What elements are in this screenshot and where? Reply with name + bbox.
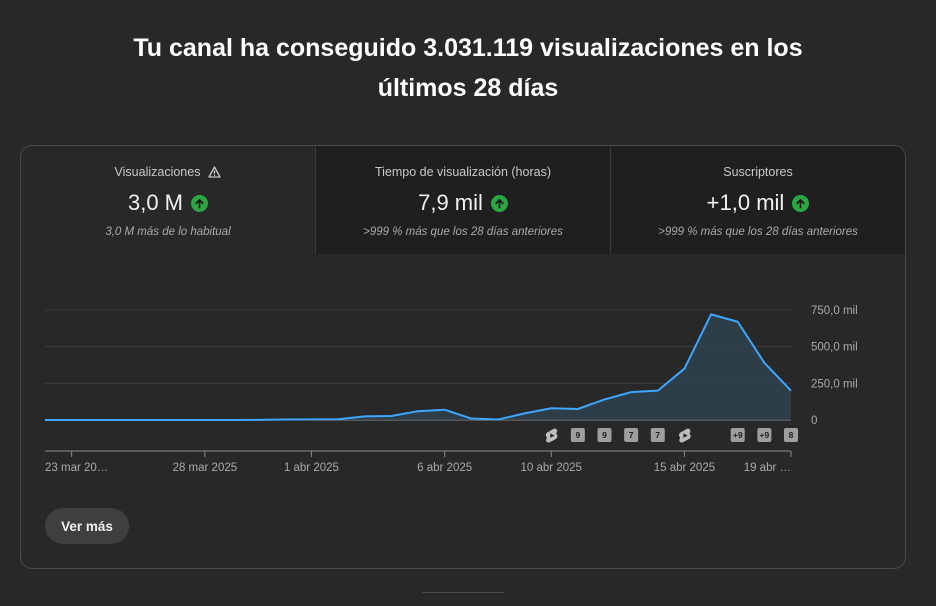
video-count-marker[interactable] — [570, 428, 585, 442]
video-count-marker[interactable] — [730, 428, 745, 442]
video-count-marker[interactable] — [784, 428, 798, 442]
metric-value-views: 3,0 M — [127, 190, 184, 215]
metric-sub-views: 3,0 M más de lo habitual — [105, 226, 231, 238]
warning-icon[interactable] — [208, 166, 222, 178]
divider — [422, 592, 504, 593]
x-tick-label: 1 abr 2025 — [284, 462, 339, 474]
x-tick-label: 10 abr 2025 — [521, 462, 582, 474]
views-chart[interactable]: 750,0 mil 500,0 mil 250,0 mil 0 23 mar 20… 28… — [21, 146, 906, 569]
headline-line-1: Tu canal ha conseguido 3.031.119 visuali… — [133, 34, 803, 62]
metric-label-subscribers: Suscriptores — [723, 165, 793, 179]
x-tick-label: 28 mar 2025 — [173, 462, 238, 474]
metric-tab-subscribers[interactable]: Suscriptores +1,0 mil >999 % más que los… — [611, 146, 905, 254]
metric-value-subscribers: +1,0 mil — [706, 190, 785, 215]
series-area — [45, 314, 791, 420]
x-tick-label: 6 abr 2025 — [417, 462, 472, 474]
video-count-label: 7 — [655, 430, 660, 440]
series-line — [45, 313, 792, 421]
page-headline: Tu canal ha conseguido 3.031.119 visuali… — [0, 28, 936, 108]
see-more-button[interactable]: Ver más — [45, 508, 129, 544]
video-count-label: 7 — [629, 430, 634, 440]
metric-sub-subscribers: >999 % más que los 28 días anteriores — [658, 226, 858, 238]
y-tick-label: 750,0 mil — [811, 305, 858, 317]
metric-label-views: Visualizaciones — [114, 165, 201, 179]
video-count-label: 9 — [602, 430, 607, 440]
video-count-marker[interactable] — [597, 428, 612, 442]
y-tick-label: 0 — [811, 415, 817, 427]
video-count-label: +9 — [733, 430, 743, 440]
x-tick-label: 19 abr … — [744, 462, 791, 474]
video-count-label: 8 — [789, 430, 794, 440]
video-count-marker[interactable] — [650, 428, 665, 442]
metric-tab-watch-time[interactable]: Tiempo de visualización (horas) 7,9 mil … — [316, 146, 611, 254]
x-tick-label: 23 mar 20… — [45, 462, 108, 474]
arrow-up-icon — [792, 194, 810, 212]
y-tick-label: 250,0 mil — [811, 378, 858, 390]
arrow-up-icon — [191, 194, 209, 212]
x-tick-label: 15 abr 2025 — [654, 462, 715, 474]
arrow-up-icon — [490, 194, 508, 212]
headline-line-2: últimos 28 días — [377, 74, 559, 102]
y-tick-label: 500,0 mil — [811, 342, 858, 354]
video-count-label: +9 — [760, 430, 770, 440]
shorts-icon[interactable] — [545, 428, 558, 443]
analytics-card: Visualizaciones 3,0 M 3,0 M más de lo ha… — [20, 145, 906, 569]
shorts-icon[interactable] — [679, 428, 691, 443]
metric-label-watch-time: Tiempo de visualización (horas) — [374, 165, 551, 179]
metric-tab-views[interactable]: Visualizaciones 3,0 M 3,0 M más de lo ha… — [21, 146, 316, 254]
metric-tabs: Visualizaciones 3,0 M 3,0 M más de lo ha… — [21, 146, 905, 254]
video-count-label: 9 — [575, 430, 580, 440]
metric-value-watch-time: 7,9 mil — [418, 190, 483, 215]
metric-sub-watch-time: >999 % más que los 28 días anteriores — [363, 226, 563, 238]
video-count-marker[interactable] — [757, 428, 772, 442]
video-count-marker[interactable] — [624, 428, 639, 442]
